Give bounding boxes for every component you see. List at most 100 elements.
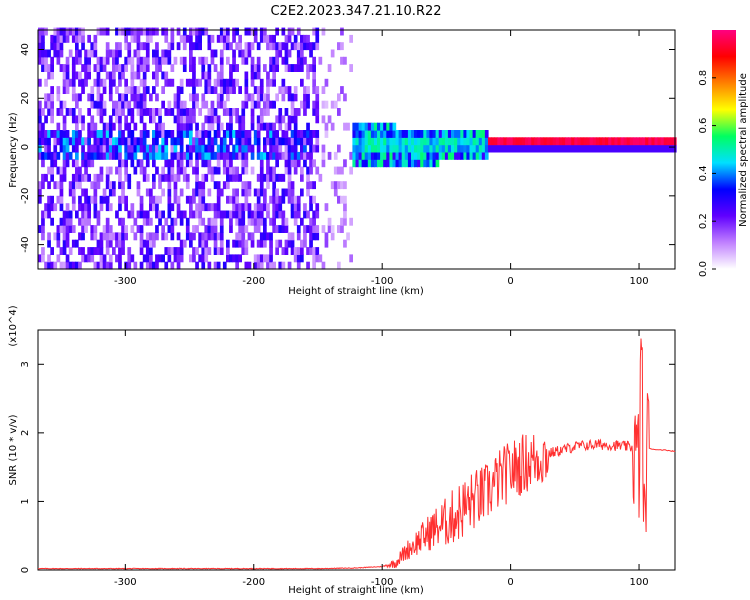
spectrogram-cell — [281, 195, 286, 204]
spectrogram-cell — [244, 144, 249, 153]
spectrogram-cell — [161, 151, 165, 160]
spectrogram-cell — [185, 195, 190, 204]
spectrogram-cell — [164, 71, 169, 80]
spectrogram-cell — [306, 122, 310, 131]
spectrogram-cell — [152, 137, 156, 146]
spectrogram-cell — [115, 144, 119, 153]
spectrogram-cell — [176, 27, 181, 36]
spectrogram-cell — [56, 42, 61, 51]
spectrogram-cell — [170, 159, 175, 168]
spectrogram-cell — [75, 166, 79, 175]
spectrogram-cell — [281, 93, 286, 102]
spectrogram-cell — [337, 225, 341, 233]
spectrogram-cell — [250, 115, 255, 124]
spectrogram-cell — [312, 78, 316, 87]
spectrogram-cell — [65, 225, 70, 233]
spectrogram-cell — [275, 56, 279, 65]
spectrogram-cell — [306, 34, 310, 43]
spectrogram-cell — [306, 86, 310, 94]
spectrogram-cell — [44, 151, 48, 160]
spectrogram-cell — [118, 78, 122, 87]
spectrogram-cell — [179, 86, 184, 94]
spectrogram-cell — [386, 137, 390, 146]
spectrogram-cell — [250, 239, 255, 248]
spectrogram-cell — [185, 159, 190, 168]
spectrogram-cell — [170, 42, 175, 51]
spectrogram-cell — [300, 247, 304, 255]
spectrogram-cell — [333, 100, 338, 109]
spectrogram-cell — [164, 159, 169, 168]
spectrogram-cell — [293, 144, 298, 153]
spectrogram-cell — [253, 130, 258, 138]
spectrogram-cell — [164, 247, 169, 255]
spectrogram-cell — [99, 247, 104, 255]
spectrogram-cell — [152, 151, 156, 160]
spectrogram-cell — [263, 239, 267, 248]
spectrogram-cell — [124, 86, 128, 94]
spectrogram-cell — [195, 203, 199, 212]
spectrogram-cell — [182, 27, 187, 36]
spectrogram-cell — [81, 217, 85, 226]
spectrogram-cell — [87, 64, 91, 72]
spectrogram-cell — [259, 86, 264, 94]
spectrogram-cell — [284, 34, 289, 43]
spectrogram-cell — [130, 27, 135, 36]
spectrogram-cell — [290, 247, 295, 255]
spectrogram-cell — [235, 78, 239, 87]
spectrogram-cell — [484, 144, 489, 153]
spectrogram-cell — [389, 130, 394, 138]
spectrogram-cell — [340, 217, 344, 226]
spectrogram-cell — [386, 122, 390, 131]
spectrogram-cell — [281, 173, 286, 182]
spectrogram-cell — [50, 34, 54, 43]
spectrogram-cell — [204, 239, 209, 248]
spectrogram-cell — [216, 188, 221, 197]
spectrogram-cell — [531, 137, 535, 146]
spectrogram-cell — [81, 42, 85, 51]
spectrogram-cell — [481, 130, 486, 138]
spectrogram-cell — [133, 49, 138, 58]
spectrogram-cell — [41, 56, 45, 65]
spectrogram-cell — [170, 261, 175, 270]
spectrogram-cell — [127, 261, 132, 270]
spectrogram-cell — [235, 42, 239, 51]
spectrogram-cell — [608, 144, 612, 153]
spectrogram-cell — [275, 210, 279, 219]
spectrogram-cell — [204, 173, 209, 182]
spectrogram-cell — [149, 27, 153, 36]
spectrogram-cell — [451, 151, 455, 160]
spectrogram-cell — [420, 159, 424, 168]
spectrogram-cell — [235, 115, 239, 124]
spectrogram-cell — [259, 181, 264, 190]
spectrogram-cell — [121, 225, 125, 233]
spectrogram-cell — [207, 34, 212, 43]
spectrogram-cell — [210, 115, 215, 124]
spectrogram-cell — [284, 225, 289, 233]
spectrogram-cell — [226, 151, 230, 160]
spectrogram-cell — [426, 144, 431, 153]
spectrogram-cell — [222, 210, 227, 219]
spectrogram-cell — [475, 151, 480, 160]
spectrogram-cell — [383, 130, 387, 138]
spectrogram-cell — [56, 86, 61, 94]
spectrogram-cell — [417, 151, 421, 160]
spectrogram-cell — [142, 71, 147, 80]
spectrogram-cell — [429, 137, 434, 146]
spectrogram-cell — [155, 166, 159, 175]
spectrogram-cell — [278, 144, 283, 153]
spectrogram-cell — [133, 166, 138, 175]
spectrogram-cell — [182, 64, 187, 72]
spectrogram-cell — [53, 42, 58, 51]
spectrogram-cell — [189, 42, 193, 51]
spectrogram-cell — [182, 166, 187, 175]
spectrogram-cell — [256, 93, 261, 102]
spectrogram-cell — [528, 144, 532, 153]
spectrogram-cell — [47, 93, 51, 102]
spectrogram-cell — [93, 232, 98, 241]
spectrogram-cell — [182, 100, 187, 109]
spectrogram-cell — [179, 166, 184, 175]
spectrogram-cell — [241, 247, 246, 255]
spectrogram-cell — [278, 225, 283, 233]
spectrogram-cell — [78, 130, 82, 138]
spectrogram-cell — [216, 130, 221, 138]
